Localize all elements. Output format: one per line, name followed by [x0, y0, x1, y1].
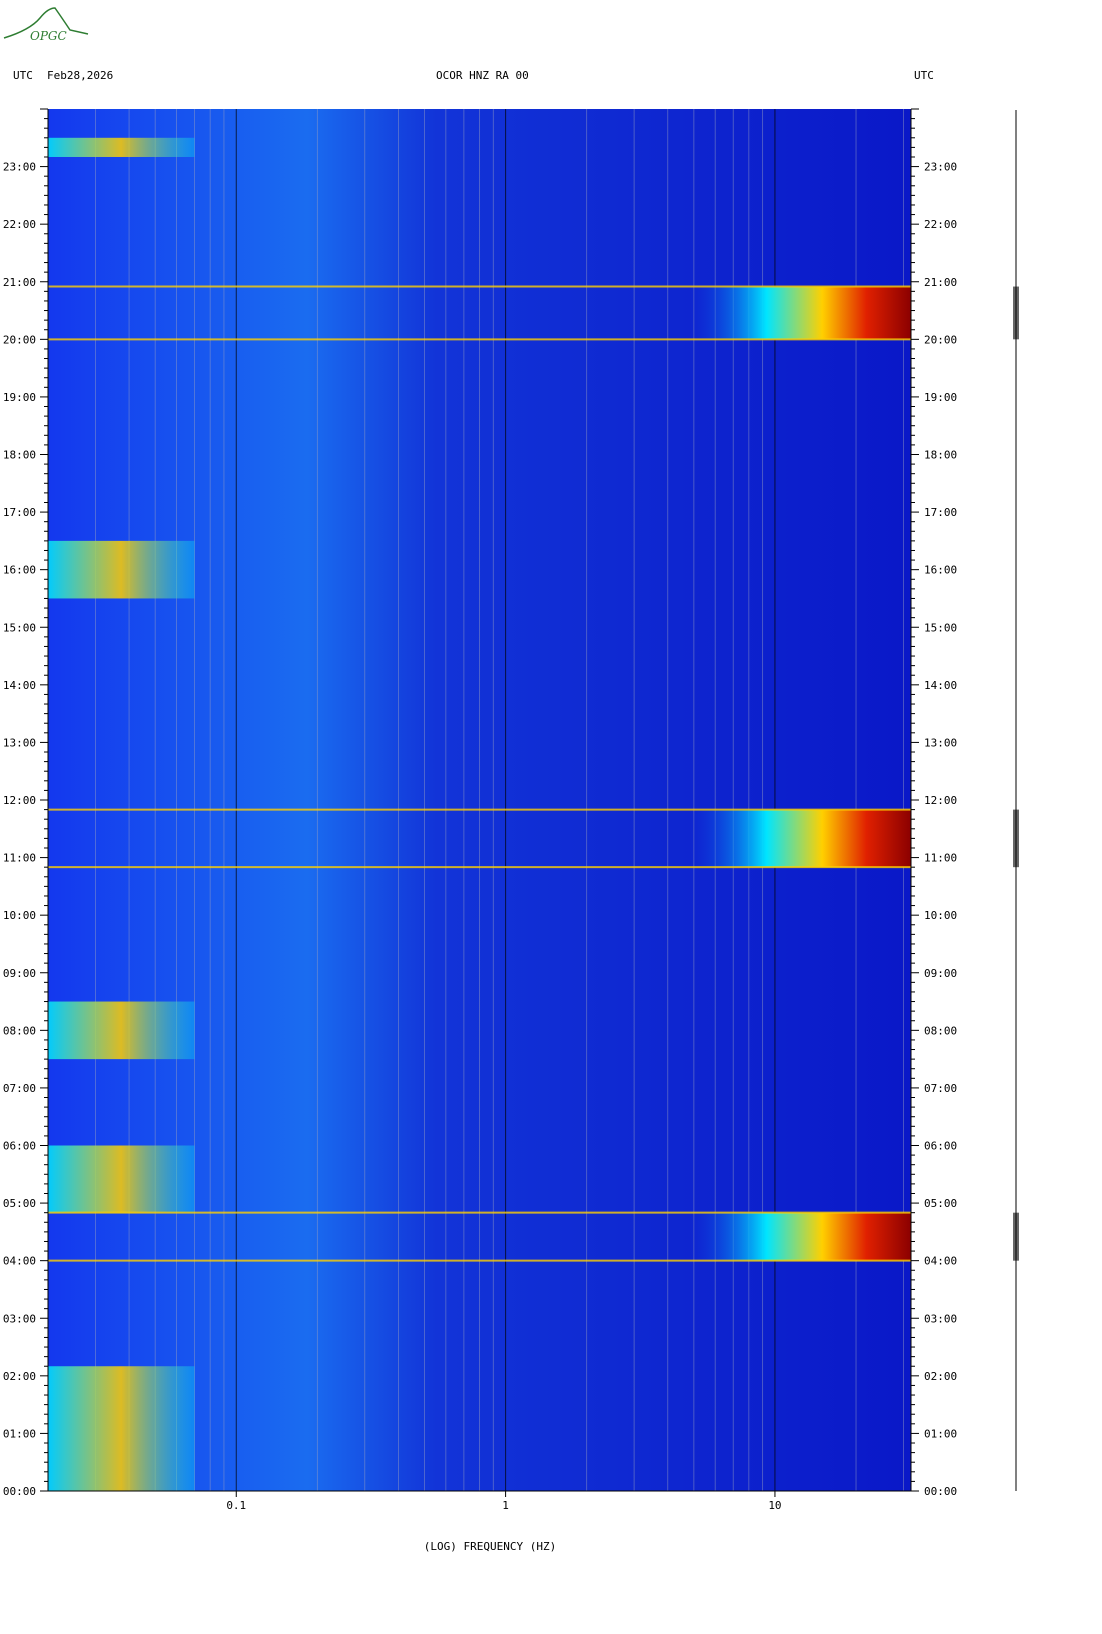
y-tick-label-right: 17:00: [924, 506, 957, 519]
lowfreq-band: [48, 1366, 195, 1491]
y-tick-label-right: 20:00: [924, 333, 957, 346]
y-tick-label-right: 19:00: [924, 391, 957, 404]
y-tick-label-left: 09:00: [3, 967, 36, 980]
y-tick-label-left: 14:00: [3, 679, 36, 692]
y-tick-label-right: 03:00: [924, 1312, 957, 1325]
y-tick-label-left: 15:00: [3, 621, 36, 634]
y-tick-label-left: 02:00: [3, 1370, 36, 1383]
trace-burst: [1013, 286, 1019, 340]
y-tick-label-right: 04:00: [924, 1255, 957, 1268]
logo-text: OPGC: [30, 29, 67, 43]
y-tick-label-left: 08:00: [3, 1024, 36, 1037]
lowfreq-band: [48, 540, 195, 599]
y-tick-label-left: 05:00: [3, 1197, 36, 1210]
lowfreq-band: [48, 1145, 195, 1213]
y-tick-label-right: 08:00: [924, 1024, 957, 1037]
x-tick-label: 1: [502, 1499, 509, 1512]
y-tick-label-left: 12:00: [3, 794, 36, 807]
y-tick-label-left: 21:00: [3, 276, 36, 289]
y-tick-label-right: 01:00: [924, 1427, 957, 1440]
x-axis-label: (LOG) FREQUENCY (HZ): [424, 1540, 556, 1553]
y-tick-label-left: 23:00: [3, 161, 36, 174]
y-tick-label-left: 18:00: [3, 449, 36, 462]
y-tick-label-left: 17:00: [3, 506, 36, 519]
x-tick-label: 10: [768, 1499, 781, 1512]
y-tick-label-left: 11:00: [3, 852, 36, 865]
y-tick-label-left: 16:00: [3, 564, 36, 577]
y-tick-label-left: 00:00: [3, 1485, 36, 1498]
high-energy-burst: [688, 809, 911, 868]
y-tick-label-right: 06:00: [924, 1140, 957, 1153]
y-axis-left: 00:00 01:00 02:00 03:00 04:00 05:00 06:00 07:00…: [3, 108, 49, 1498]
y-tick-label-left: 13:00: [3, 736, 36, 749]
y-tick-label-left: 06:00: [3, 1140, 36, 1153]
y-tick-label-right: 16:00: [924, 564, 957, 577]
y-tick-label-right: 18:00: [924, 449, 957, 462]
burst-layer: [48, 137, 911, 1491]
y-tick-label-right: 00:00: [924, 1485, 957, 1498]
y-tick-label-left: 19:00: [3, 391, 36, 404]
y-tick-label-right: 05:00: [924, 1197, 957, 1210]
x-tick-label: 0.1: [226, 1499, 246, 1512]
y-tick-label-right: 10:00: [924, 909, 957, 922]
y-tick-label-right: 21:00: [924, 276, 957, 289]
lowfreq-band: [48, 137, 195, 157]
high-energy-burst: [688, 286, 911, 340]
header-right-timezone: UTC: [914, 69, 934, 82]
y-tick-label-right: 13:00: [924, 736, 957, 749]
y-tick-label-left: 07:00: [3, 1082, 36, 1095]
trace-burst: [1013, 809, 1019, 868]
y-tick-label-right: 12:00: [924, 794, 957, 807]
seismogram-trace: [1013, 110, 1019, 1491]
opgc-logo: OPGC: [0, 0, 100, 54]
y-tick-label-right: 02:00: [924, 1370, 957, 1383]
y-tick-label-right: 15:00: [924, 621, 957, 634]
x-axis: 0.1 1 10: [48, 1490, 911, 1512]
y-tick-label-right: 07:00: [924, 1082, 957, 1095]
trace-burst: [1013, 1212, 1019, 1261]
y-tick-label-left: 03:00: [3, 1312, 36, 1325]
lowfreq-band: [48, 1001, 195, 1060]
y-tick-label-right: 22:00: [924, 218, 957, 231]
y-tick-label-left: 04:00: [3, 1255, 36, 1268]
logo-graphic: OPGC: [3, 7, 89, 43]
y-tick-label-right: 14:00: [924, 679, 957, 692]
header-station: OCOR HNZ RA 00: [436, 69, 529, 82]
y-axis-right: 00:00 01:00 02:00 03:00 04:00 05:00 06:00 07:00…: [910, 108, 957, 1498]
y-tick-label-right: 23:00: [924, 161, 957, 174]
header-left-timezone: UTC: [13, 69, 33, 82]
y-tick-label-right: 09:00: [924, 967, 957, 980]
high-energy-burst: [688, 1212, 911, 1261]
y-tick-label-left: 22:00: [3, 218, 36, 231]
header-date: Feb28,2026: [47, 69, 114, 82]
y-tick-label-right: 11:00: [924, 852, 957, 865]
y-tick-label-left: 20:00: [3, 333, 36, 346]
y-tick-label-left: 10:00: [3, 909, 36, 922]
logo-curve-icon: [3, 7, 89, 39]
y-tick-label-left: 01:00: [3, 1427, 36, 1440]
